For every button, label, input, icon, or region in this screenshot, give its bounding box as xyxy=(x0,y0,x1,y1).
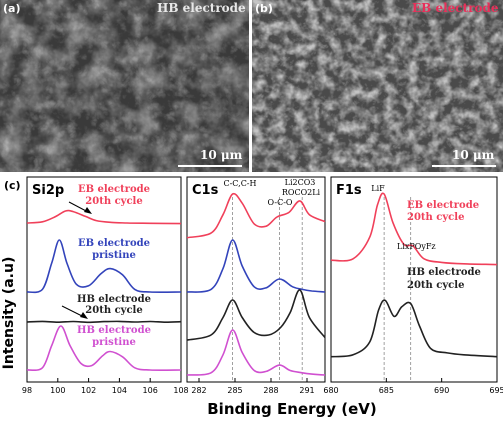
spectrum-line xyxy=(26,239,182,294)
c1s-label-cc: C-C,C-H xyxy=(223,179,256,188)
si2p-title-text: Si2p xyxy=(32,183,64,198)
c1s-x-ticks: 282 285 288 291 xyxy=(191,378,315,395)
f1s-label-eb-1: EB electrode xyxy=(407,200,479,211)
x-tick-label: 288 xyxy=(263,386,278,395)
si2p-label-hb-pristine-2: pristine xyxy=(92,337,136,348)
sem-image-eb: (b) EB electrode 10 μm xyxy=(252,0,503,172)
x-tick-label: 98 xyxy=(22,386,32,395)
si2p-spectra xyxy=(26,209,182,372)
panel-label-c: (c) xyxy=(4,179,21,192)
f1s-label-lixpoyfz: LixPOyFz xyxy=(397,242,436,251)
scale-label-b: 10 μm xyxy=(452,148,495,162)
c1s-label-roco2li: ROCO2Li xyxy=(282,188,321,197)
f1s-title: F1s xyxy=(336,183,362,198)
si2p-label-eb-cycle-2: 20th cycle xyxy=(85,196,142,207)
si2p-label-eb-pristine-1: EB electrode xyxy=(78,238,150,249)
arrow-icon xyxy=(61,305,88,319)
f1s-label-eb-2: 20th cycle xyxy=(407,212,464,223)
scale-bar-a xyxy=(178,165,242,167)
x-tick-label: 695 xyxy=(489,386,503,395)
panel-title-hb: HB electrode xyxy=(157,1,246,15)
spectrum-line xyxy=(26,320,182,324)
c1s-frame xyxy=(186,176,326,383)
f1s-label-hb-1: HB electrode xyxy=(407,267,481,278)
svg-text:F1s: F1s xyxy=(336,183,362,198)
arrow-icon xyxy=(68,201,92,214)
x-tick-label: 104 xyxy=(112,386,127,395)
spectrum-line xyxy=(186,239,326,293)
spectrum-line xyxy=(330,299,498,358)
spectrum-line xyxy=(186,192,326,239)
c1s-label-li2co3: Li2CO3 xyxy=(285,178,316,187)
si2p-label-hb-cycle-2: 20th cycle xyxy=(85,305,142,316)
x-axis-label: Binding Energy (eV) xyxy=(207,400,377,418)
f1s-frame xyxy=(330,176,498,383)
x-tick-label: 106 xyxy=(143,386,158,395)
spectrum-line xyxy=(330,192,498,266)
spectrum-line xyxy=(26,325,182,372)
scale-bar-b xyxy=(432,165,496,167)
c1s-spectra xyxy=(186,192,326,376)
si2p-x-ticks: 98 100 102 104 106 108 xyxy=(22,378,189,395)
spectrum-line xyxy=(26,209,182,225)
c1s-label-oco: O-C-O xyxy=(268,198,293,207)
x-tick-label: 690 xyxy=(434,386,449,395)
x-tick-label: 102 xyxy=(81,386,96,395)
x-tick-label: 291 xyxy=(299,386,314,395)
f1s-spectra xyxy=(330,192,498,358)
f1s-x-ticks: 680 685 690 695 xyxy=(323,378,503,395)
c1s-title-text: C1s xyxy=(192,183,219,198)
sem-image-hb: (a) HB electrode 10 μm xyxy=(0,0,249,172)
panel-label-a: (a) xyxy=(3,2,21,15)
f1s-label-lif: LiF xyxy=(371,184,385,193)
svg-text:C1s: C1s xyxy=(192,183,219,198)
y-axis-label: Intensity (a.u) xyxy=(1,257,17,370)
x-tick-label: 680 xyxy=(323,386,338,395)
svg-text:Si2p: Si2p xyxy=(32,183,64,198)
sem-texture-hb xyxy=(0,0,249,172)
f1s-reference-lines xyxy=(383,197,412,382)
si2p-label-hb-pristine-1: HB electrode xyxy=(77,325,151,336)
si2p-label-hb-cycle-1: HB electrode xyxy=(77,294,151,305)
spectrum-line xyxy=(186,289,326,341)
x-tick-label: 100 xyxy=(50,386,65,395)
sem-texture-eb xyxy=(252,0,503,172)
f1s-title-text: F1s xyxy=(336,183,362,198)
x-tick-label: 285 xyxy=(227,386,242,395)
f1s-label-hb-2: 20th cycle xyxy=(407,280,464,291)
si2p-title: Si2p xyxy=(32,183,64,198)
si2p-label-eb-cycle-1: EB electrode xyxy=(78,184,150,195)
x-tick-label: 108 xyxy=(173,386,188,395)
panel-label-b: (b) xyxy=(255,2,273,15)
x-tick-label: 685 xyxy=(379,386,394,395)
si2p-label-eb-pristine-2: pristine xyxy=(92,250,136,261)
si2p-frame xyxy=(26,176,182,383)
panel-title-eb: EB electrode xyxy=(412,1,499,15)
scale-label-a: 10 μm xyxy=(200,148,243,162)
spectrum-line xyxy=(186,329,326,376)
x-tick-label: 282 xyxy=(191,386,206,395)
c1s-title: C1s xyxy=(192,183,219,198)
